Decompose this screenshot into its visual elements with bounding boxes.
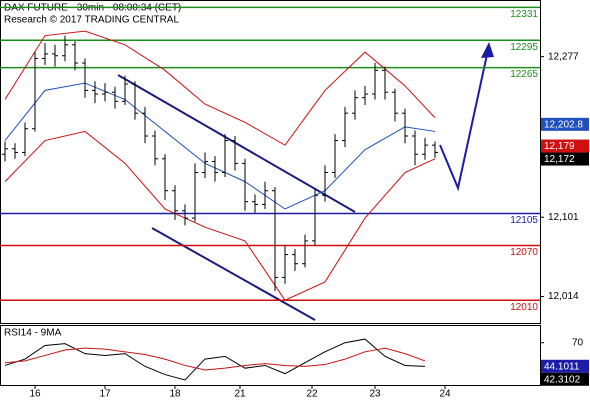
rsi-title: RSI14 - 9MA <box>4 328 62 339</box>
price-tag-box <box>541 372 589 386</box>
x-tick-label: 22 <box>306 389 318 400</box>
level-label: 12295 <box>510 42 538 53</box>
chart-subtitle: Research © 2017 TRADING CENTRAL <box>4 15 179 26</box>
level-label: 12070 <box>510 247 538 258</box>
rsi-line <box>4 347 426 371</box>
price-tag-label: 12,172 <box>544 154 575 165</box>
price-tag-box <box>541 152 589 166</box>
rsi-panel <box>0 325 541 386</box>
price-tag-box <box>541 139 589 153</box>
y-tick-label: 70 <box>572 337 584 348</box>
price-tag-box <box>541 117 589 131</box>
y-tick-label: 12,014 <box>548 291 579 302</box>
indicator-line <box>4 30 436 146</box>
price-tag-box <box>541 359 589 373</box>
level-label: 12010 <box>510 302 538 313</box>
level-label: 12105 <box>510 215 538 226</box>
chart-title: DAX FUTURE - 30min - 08:00:34 (CET) <box>4 3 181 14</box>
x-tick-label: 16 <box>29 389 41 400</box>
x-tick-label: 23 <box>369 389 381 400</box>
x-tick-label: 24 <box>439 389 451 400</box>
projection-arrow <box>439 49 489 192</box>
trend-line <box>151 227 316 321</box>
price-tag-label: 44.1011 <box>544 361 580 372</box>
x-tick-label: 17 <box>99 389 111 400</box>
level-label: 12331 <box>510 9 538 20</box>
price-tag-label: 12,179 <box>544 141 575 152</box>
price-tag-label: 12,202.8 <box>544 119 583 130</box>
y-tick-label: 12,101 <box>548 212 579 223</box>
arrow-head <box>481 42 494 58</box>
price-tag-label: 42.3102 <box>544 374 581 385</box>
level-label: 12265 <box>510 69 538 80</box>
indicator-line <box>4 130 436 301</box>
y-tick-label: 12,277 <box>548 51 579 62</box>
x-tick-label: 21 <box>234 389 246 400</box>
x-tick-label: 18 <box>169 389 181 400</box>
